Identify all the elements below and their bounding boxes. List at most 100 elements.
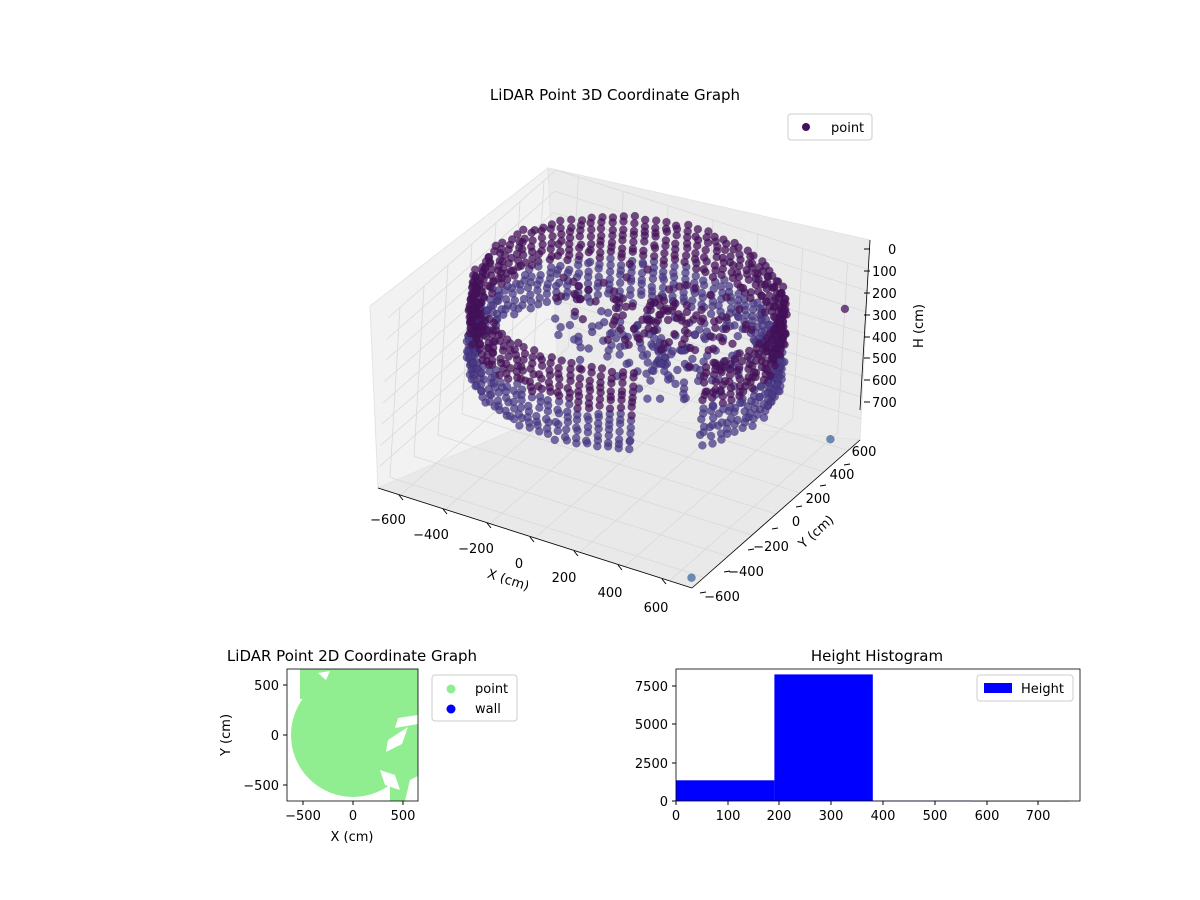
scatter-point: [759, 400, 768, 409]
scatter-point: [535, 352, 545, 361]
scatter-point: [688, 354, 697, 364]
scatter-point: [570, 307, 580, 317]
scatter-point: [510, 296, 520, 305]
scatter-point: [501, 387, 511, 396]
scatter-point: [556, 322, 565, 332]
scatter-point: [509, 397, 518, 407]
scatter-point: [670, 250, 679, 260]
scatter-point: [605, 415, 614, 424]
scatter-point: [735, 305, 744, 314]
y-tick-label: −400: [728, 565, 764, 580]
scatter-point: [593, 431, 603, 441]
scatter-point: [476, 309, 485, 319]
scatter-point: [625, 436, 635, 445]
y-tick-label: −200: [753, 540, 789, 555]
scatter-point: [640, 215, 650, 225]
scatter-point: [496, 354, 505, 363]
scatter-point: [673, 365, 682, 375]
scatter-point: [619, 217, 628, 226]
scatter-point: [501, 406, 510, 415]
scatter-point: [475, 344, 484, 354]
plot-frame-hist: [675, 668, 1081, 802]
scatter-point: [547, 251, 556, 261]
scatter-point: [728, 339, 737, 349]
scatter-point: [656, 359, 666, 368]
scatter-point: [698, 441, 707, 450]
x-tick-label: 0: [672, 809, 680, 824]
scatter-point: [566, 215, 576, 224]
scatter-point: [541, 414, 551, 424]
scatter-point: [563, 384, 572, 393]
legend-hist: Height: [976, 674, 1074, 702]
scatter-point: [532, 411, 541, 421]
scatter-point: [506, 266, 516, 276]
scatter-point: [717, 418, 727, 427]
scatter-point: [528, 254, 537, 263]
scatter-point: [696, 317, 706, 326]
scatter-point: [697, 288, 707, 298]
scatter-point: [611, 333, 621, 343]
scatter-point: [629, 226, 639, 236]
scatter-point: [475, 334, 484, 343]
scatter-point: [556, 261, 565, 271]
chart-3d: LiDAR Point 3D Coordinate Graph −600 −40…: [369, 86, 927, 616]
scatter-point: [698, 276, 708, 285]
scatter-point: [725, 257, 735, 267]
scatter-point: [767, 271, 777, 281]
scatter-point: [691, 283, 700, 293]
scatter-point: [710, 261, 720, 270]
scatter-point: [543, 396, 552, 405]
scatter-point: [607, 238, 617, 247]
scatter-point: [647, 282, 657, 291]
chart-2d: LiDAR Point 2D Coordinate Graph −500 0 5…: [219, 647, 518, 845]
histogram-bar: [676, 780, 775, 801]
scatter-point: [605, 404, 615, 413]
scatter-point: [504, 352, 513, 361]
scatter-point: [717, 270, 726, 280]
scatter-point: [510, 345, 520, 354]
scatter-point: [720, 245, 730, 255]
y-axis-label-3d: Y (cm): [795, 513, 837, 553]
scatter-point: [559, 273, 568, 282]
scatter-point: [722, 313, 731, 322]
scatter-point: [611, 303, 621, 313]
scatter-point: [690, 345, 700, 355]
scatter-point: [561, 425, 571, 434]
scatter-point: [650, 326, 659, 335]
scatter-point: [476, 379, 486, 389]
histogram-bar: [774, 674, 873, 801]
scatter-point: [584, 285, 593, 295]
scatter-point: [608, 218, 617, 227]
scatter-point: [550, 435, 560, 445]
scatter-point: [530, 225, 539, 235]
scatter-point: [564, 250, 574, 260]
scatter-point: [759, 413, 769, 422]
scatter-point: [616, 324, 625, 334]
scatter-point: [650, 241, 659, 250]
scatter-point: [493, 396, 503, 405]
scatter-point: [682, 307, 692, 317]
gap-5: [380, 770, 400, 790]
scatter-point: [477, 368, 486, 377]
z-tick-label: 400: [872, 331, 897, 346]
scatter-point: [725, 370, 735, 380]
scatter-point: [565, 393, 574, 403]
scatter-point: [625, 444, 634, 454]
scatter-point: [616, 415, 625, 424]
scatter-point: [609, 287, 619, 296]
scatter-point: [557, 236, 566, 246]
gap-2: [318, 671, 330, 680]
x-tick-label: 200: [552, 571, 577, 586]
scatter-point: [517, 362, 526, 371]
scatter-point: [655, 394, 665, 404]
scatter-point: [554, 278, 564, 288]
scatter-point: [507, 235, 517, 244]
scatter-point: [545, 273, 555, 283]
x-tick-label: 400: [871, 809, 896, 824]
scatter-point: [489, 277, 498, 286]
scatter-point: [762, 334, 772, 343]
scatter-point: [535, 403, 544, 412]
scatter-point: [606, 260, 615, 270]
scatter-point: [677, 339, 687, 349]
scatter-point: [651, 223, 660, 233]
